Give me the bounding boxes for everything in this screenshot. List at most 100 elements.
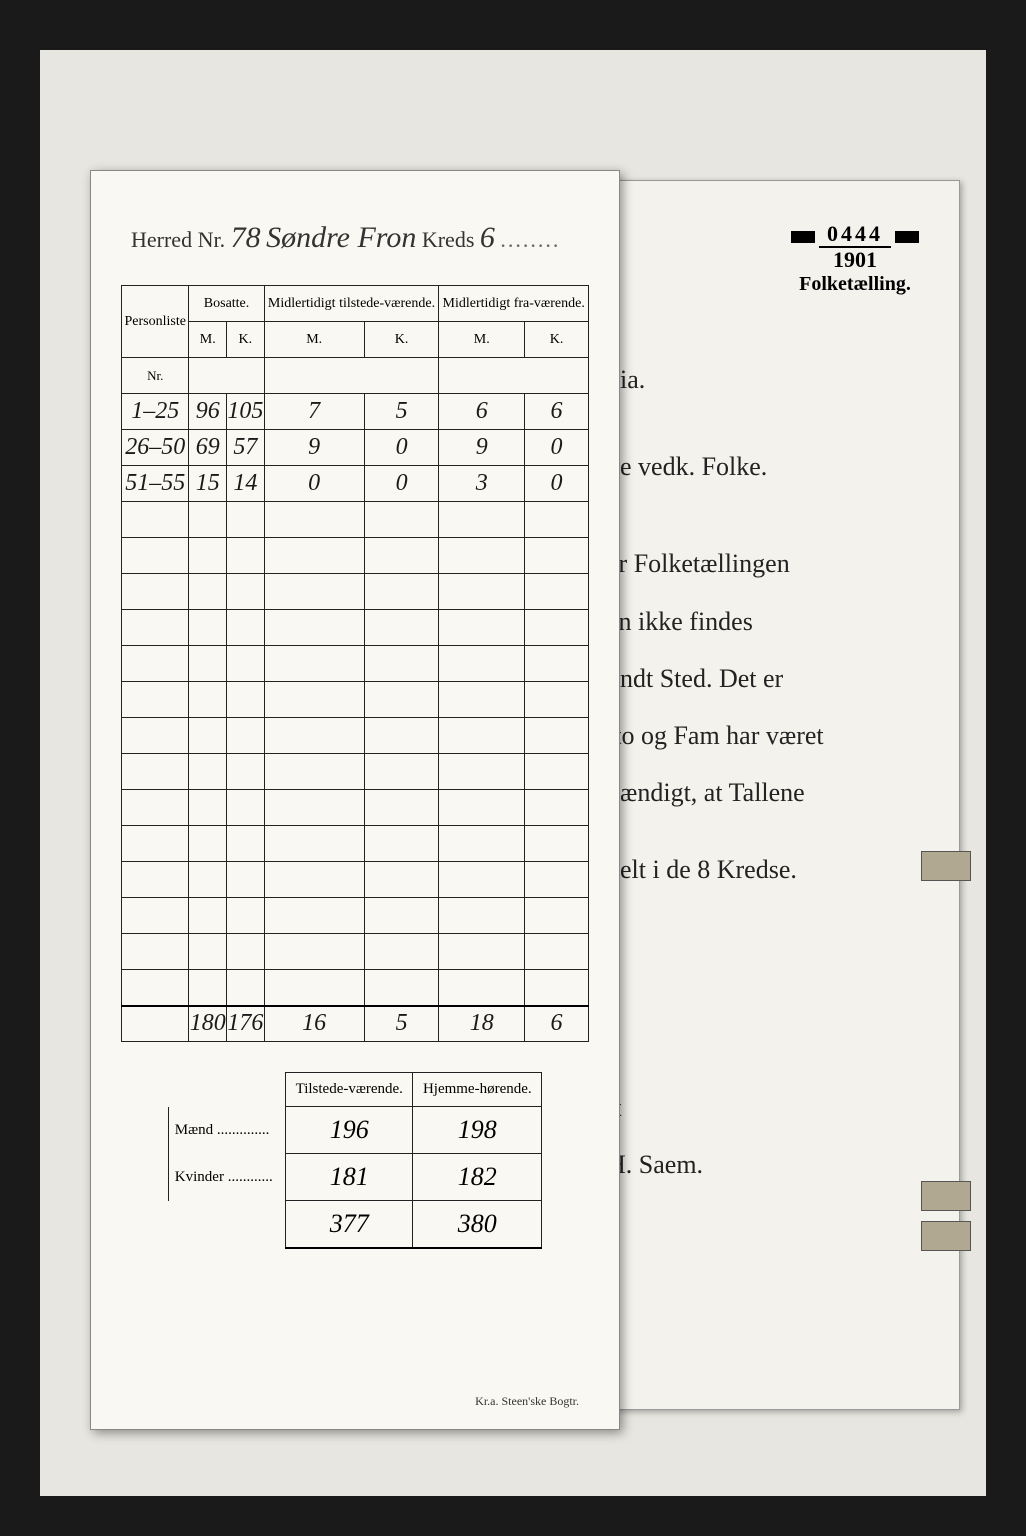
table-row-empty: [122, 574, 589, 610]
kvinder-hjemme: 182: [413, 1154, 542, 1201]
cell-tm: 0: [264, 466, 364, 502]
table-row-empty: [122, 610, 589, 646]
census-form-page: Herred Nr. 78 Søndre Fron Kreds 6 ......…: [90, 170, 620, 1430]
archive-stamp: 0444 1901 Folketælling.: [791, 221, 919, 296]
herred-name: Søndre Fron: [266, 221, 416, 254]
cell-tm: 7: [264, 394, 364, 430]
printer-credit: Kr.a. Steen'ske Bogtr.: [475, 1394, 579, 1409]
table-row-empty: [122, 502, 589, 538]
dotted-line: ........: [500, 227, 560, 252]
cell-fk: 6: [525, 394, 589, 430]
stamp-mark-right: [895, 231, 919, 243]
stamp-label: Folketælling.: [791, 273, 919, 296]
paper-clip: [921, 1221, 971, 1251]
stamp-year: 1901: [791, 247, 919, 273]
totals-row: 180 176 16 5 18 6: [122, 1006, 589, 1042]
cell-fm: 3: [439, 466, 525, 502]
letter-line: …er Folketællingen: [581, 535, 939, 592]
table-row-empty: [122, 970, 589, 1006]
table-row-empty: [122, 790, 589, 826]
subcol-m: M.: [439, 322, 525, 358]
subcol-m: M.: [264, 322, 364, 358]
cell-bm: 96: [189, 394, 227, 430]
kvinder-label: Kvinder: [175, 1169, 224, 1185]
table-row-empty: [122, 862, 589, 898]
col-bosatte: Bosatte.: [189, 286, 264, 322]
cell-nr: 26–50: [122, 430, 189, 466]
cell-bk: 57: [227, 430, 265, 466]
table-row-empty: [122, 754, 589, 790]
cell-bm: 15: [189, 466, 227, 502]
total-bosatte-m: 180: [189, 1006, 227, 1042]
cell-bk: 105: [227, 394, 265, 430]
total-hjemme: 380: [413, 1201, 542, 1249]
total-fra-m: 18: [439, 1006, 525, 1042]
kvinder-tilstede: 181: [286, 1154, 413, 1201]
cell-tk: 5: [364, 394, 439, 430]
maend-hjemme: 198: [413, 1107, 542, 1154]
nr-label: Nr.: [198, 227, 226, 252]
subcol-k: K.: [227, 322, 265, 358]
letter-line: …delt i de 8 Kredse.: [581, 841, 939, 898]
subcol-m: M.: [189, 322, 227, 358]
subcol-nr: Nr.: [122, 358, 189, 394]
cell-fm: 9: [439, 430, 525, 466]
total-bosatte-k: 176: [227, 1006, 265, 1042]
table-row-empty: [122, 538, 589, 574]
table-row-empty: [122, 826, 589, 862]
kreds-label: Kreds: [422, 227, 475, 252]
cell-fk: 0: [525, 466, 589, 502]
stamp-mark-left: [791, 231, 815, 243]
col-personliste: Personliste: [122, 286, 189, 358]
letter-text: …nia. …de vedk. Folke. …er Folketællinge…: [581, 351, 939, 1193]
table-row-empty: [122, 898, 589, 934]
herred-number: 78: [231, 221, 261, 254]
table-row-empty: [122, 682, 589, 718]
letter-line: …de vedk. Folke.: [581, 438, 939, 495]
letter-line: …tto og Fam har været: [581, 707, 939, 764]
total-tilstede-m: 16: [264, 1006, 364, 1042]
letter-line: …it: [581, 1079, 939, 1136]
cell-fm: 6: [439, 394, 525, 430]
table-row-empty: [122, 646, 589, 682]
letter-line: …undt Sted. Det er: [581, 650, 939, 707]
back-letter-page: 0444 1901 Folketælling. …nia. …de vedk. …: [560, 180, 960, 1410]
letter-line: …en ikke findes: [581, 593, 939, 650]
table-row: 51–5515140030: [122, 466, 589, 502]
table-row-empty: [122, 934, 589, 970]
total-fra-k: 6: [525, 1006, 589, 1042]
total-tilstede-k: 5: [364, 1006, 439, 1042]
kreds-number: 6: [480, 221, 495, 254]
summary-row-maend: Mænd .............. 196 198: [168, 1107, 541, 1154]
herred-label: Herred: [131, 227, 192, 252]
summary-row-total: 377 380: [168, 1201, 541, 1249]
maend-tilstede: 196: [286, 1107, 413, 1154]
summary-table: Tilstede-værende. Hjemme-hørende. Mænd .…: [168, 1072, 542, 1249]
col-tilstede: Tilstede-værende.: [286, 1073, 413, 1107]
col-midl-fra: Midlertidigt fra-værende.: [439, 286, 589, 322]
cell-tk: 0: [364, 430, 439, 466]
letter-line: …nia.: [581, 351, 939, 408]
letter-line: …H. Saem.: [581, 1136, 939, 1193]
maend-label: Mænd: [175, 1122, 213, 1138]
subcol-k: K.: [525, 322, 589, 358]
paper-clip: [921, 851, 971, 881]
cell-fk: 0: [525, 430, 589, 466]
cell-nr: 51–55: [122, 466, 189, 502]
table-row-empty: [122, 718, 589, 754]
table-row: 26–5069579090: [122, 430, 589, 466]
cell-tm: 9: [264, 430, 364, 466]
cell-bm: 69: [189, 430, 227, 466]
paper-clip: [921, 1181, 971, 1211]
census-table: Personliste Bosatte. Midlertidigt tilste…: [121, 285, 589, 1042]
form-header: Herred Nr. 78 Søndre Fron Kreds 6 ......…: [121, 221, 589, 255]
table-row: 1–25961057566: [122, 394, 589, 430]
subcol-k: K.: [364, 322, 439, 358]
cell-tk: 0: [364, 466, 439, 502]
letter-line: …hændigt, at Tallene: [581, 764, 939, 821]
col-midl-tilstede: Midlertidigt tilstede-værende.: [264, 286, 439, 322]
cell-bk: 14: [227, 466, 265, 502]
total-tilstede: 377: [286, 1201, 413, 1249]
stamp-number: 0444: [819, 221, 891, 248]
col-hjemme: Hjemme-hørende.: [413, 1073, 542, 1107]
